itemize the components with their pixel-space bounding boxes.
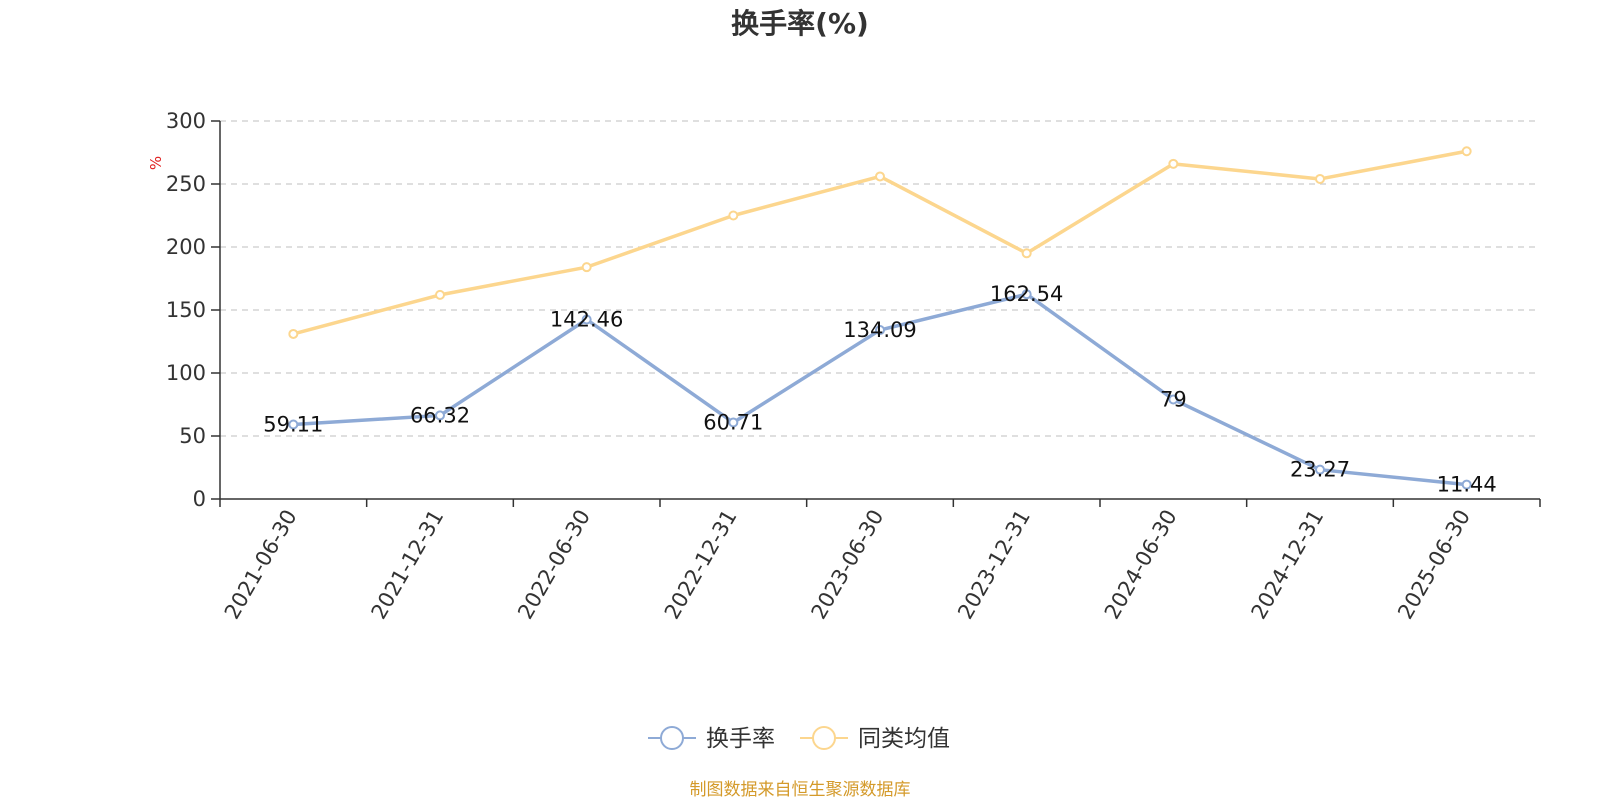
y-tick-label: 300	[166, 109, 206, 133]
x-tick-label: 2025-06-30	[1393, 506, 1475, 624]
data-source-note: 制图数据来自恒生聚源数据库	[690, 780, 911, 800]
y-tick-label: 0	[193, 487, 206, 511]
data-point[interactable]	[288, 419, 299, 430]
y-axis-unit-label: %	[147, 156, 165, 170]
legend-marker-icon	[660, 726, 684, 750]
data-labels: 59.11 66.32 142.46 60.71 134.09 162.54 79 23.27…	[263, 282, 1496, 496]
y-tick-label: 200	[166, 235, 206, 259]
y-tick-label: 150	[166, 298, 206, 322]
data-point[interactable]	[1168, 158, 1179, 169]
x-tick-label: 2023-06-30	[807, 506, 889, 624]
chart-title: 换手率(%)	[731, 7, 869, 40]
data-point[interactable]	[581, 262, 592, 273]
legend[interactable]: 换手率 同类均值	[648, 726, 950, 752]
data-point[interactable]	[1315, 464, 1325, 475]
data-point[interactable]	[1315, 173, 1325, 184]
legend-label: 换手率	[706, 726, 775, 752]
data-point[interactable]	[875, 325, 885, 336]
data-label: 11.44	[1437, 473, 1497, 497]
data-point[interactable]	[435, 289, 445, 300]
data-label: 134.09	[843, 318, 916, 342]
legend-item[interactable]: 同类均值	[800, 726, 950, 752]
x-tick-label: 2024-12-31	[1247, 506, 1329, 624]
data-point[interactable]	[875, 171, 885, 182]
axes: 0 50 100 150 200 250 300 2021-06-30 2021-12-31 20…	[166, 109, 1541, 624]
data-point[interactable]	[581, 314, 592, 325]
data-point[interactable]	[1021, 289, 1032, 300]
data-label: 59.11	[263, 413, 323, 437]
y-tick-label: 250	[166, 172, 206, 196]
legend-marker-icon	[812, 726, 836, 750]
y-tick-label: 100	[166, 361, 206, 385]
x-tick-label: 2021-12-31	[367, 506, 449, 624]
series-lines	[288, 146, 1472, 490]
data-point[interactable]	[1021, 248, 1032, 259]
x-tick-label: 2024-06-30	[1100, 506, 1182, 624]
y-tick-label: 50	[179, 424, 206, 448]
data-point[interactable]	[728, 417, 739, 428]
data-point[interactable]	[1168, 394, 1179, 405]
data-point[interactable]	[288, 328, 299, 339]
x-tick-label: 2021-06-30	[220, 506, 302, 624]
x-tick-label: 2022-12-31	[660, 506, 742, 624]
x-tick-label: 2023-12-31	[953, 506, 1035, 624]
data-point[interactable]	[728, 210, 739, 221]
data-label: 60.71	[703, 411, 763, 435]
grid-lines	[220, 120, 1540, 437]
data-label: 79	[1160, 387, 1187, 411]
data-label: 142.46	[550, 308, 623, 332]
data-point[interactable]	[435, 410, 445, 421]
data-label: 66.32	[410, 403, 470, 427]
data-point[interactable]	[1461, 479, 1472, 490]
data-label: 162.54	[990, 282, 1063, 306]
legend-item[interactable]: 换手率	[648, 726, 775, 752]
legend-label: 同类均值	[858, 726, 950, 752]
x-tick-label: 2022-06-30	[513, 506, 595, 624]
data-point[interactable]	[1461, 146, 1472, 157]
data-label: 23.27	[1290, 458, 1350, 482]
